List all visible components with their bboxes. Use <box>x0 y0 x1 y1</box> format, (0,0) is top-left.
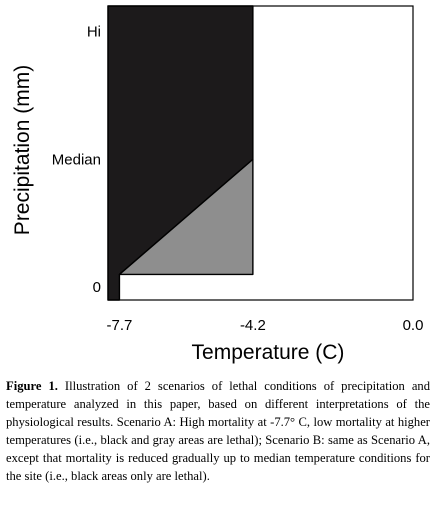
x-tick-label: -4.2 <box>240 317 266 334</box>
chart: -7.7 -4.2 0.0 0 Median Hi Temperature (C) Pr… <box>11 5 424 364</box>
y-tick-label: 0 <box>93 279 101 296</box>
y-tick-label: Median <box>52 151 101 168</box>
x-axis-label: Temperature (C) <box>192 341 345 364</box>
chart-svg: -7.7 -4.2 0.0 0 Median Hi Temperature (C) Pr… <box>11 5 424 364</box>
gray-lethal-region <box>118 158 254 276</box>
lethal-regions <box>107 5 254 301</box>
y-tick-labels: 0 Median Hi <box>52 24 101 297</box>
x-tick-labels: -7.7 -4.2 0.0 <box>107 317 424 334</box>
figure-caption-label: Figure 1. <box>6 379 58 393</box>
y-tick-label: Hi <box>87 24 101 41</box>
x-tick-label: 0.0 <box>403 317 424 334</box>
figure-caption-text: Illustration of 2 scenarios of lethal co… <box>6 379 430 483</box>
figure-caption: Figure 1. Illustration of 2 scenarios of… <box>6 377 430 485</box>
plot-frame <box>107 5 414 301</box>
x-tick-label: -7.7 <box>107 317 133 334</box>
y-axis-label: Precipitation (mm) <box>11 65 34 235</box>
